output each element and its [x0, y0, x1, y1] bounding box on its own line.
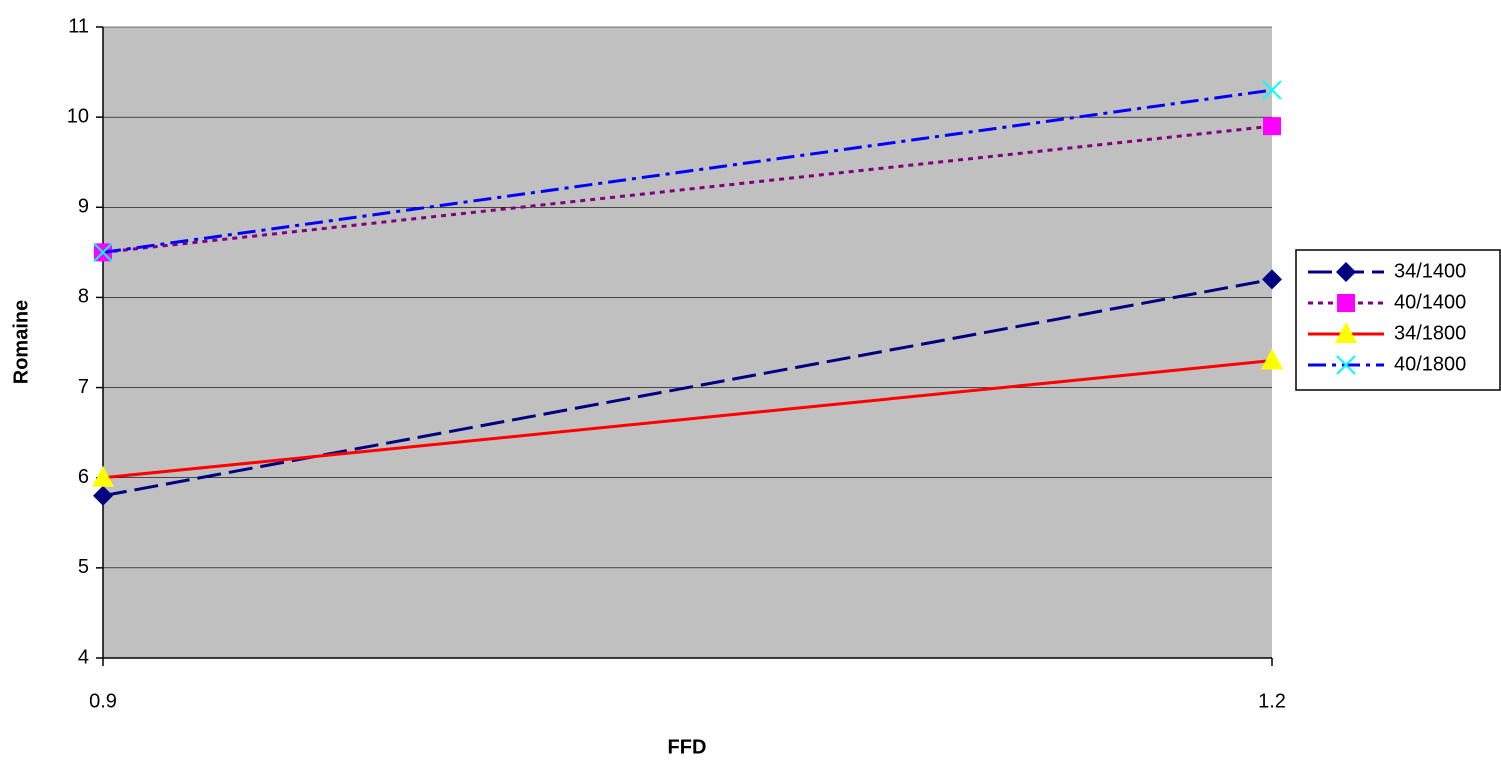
plot-area	[103, 27, 1272, 658]
marker	[1262, 80, 1282, 100]
y-tick-label: 9	[78, 196, 89, 218]
y-tick-label: 4	[78, 646, 89, 668]
y-tick-label: 11	[68, 15, 89, 37]
y-tick-label: 8	[78, 286, 89, 308]
y-tick-label: 7	[78, 376, 89, 398]
x-tick-label: 1.2	[1258, 690, 1286, 712]
y-tick-label: 10	[67, 105, 89, 127]
marker	[93, 485, 113, 506]
y-tick-label: 6	[78, 466, 89, 488]
marker	[1262, 269, 1282, 290]
marker	[92, 465, 114, 487]
series-line	[102, 359, 1273, 480]
marker	[1263, 117, 1281, 136]
legend-marker	[1336, 262, 1356, 282]
x-axis-label: FFD	[668, 736, 707, 758]
legend-label: 34/1400	[1394, 260, 1466, 282]
legend-marker	[1335, 322, 1357, 343]
legend-label: 34/1800	[1394, 322, 1466, 344]
y-tick-label: 5	[78, 556, 89, 578]
legend-marker	[1337, 294, 1355, 312]
marker	[1261, 348, 1283, 370]
y-axis-label: Romaine	[10, 300, 32, 384]
x-tick-label: 0.9	[89, 690, 117, 712]
legend-marker	[1336, 355, 1356, 375]
legend-label: 40/1400	[1394, 291, 1466, 313]
legend-label: 40/1800	[1394, 353, 1466, 375]
series-line	[102, 88, 1273, 254]
marker	[93, 242, 113, 263]
